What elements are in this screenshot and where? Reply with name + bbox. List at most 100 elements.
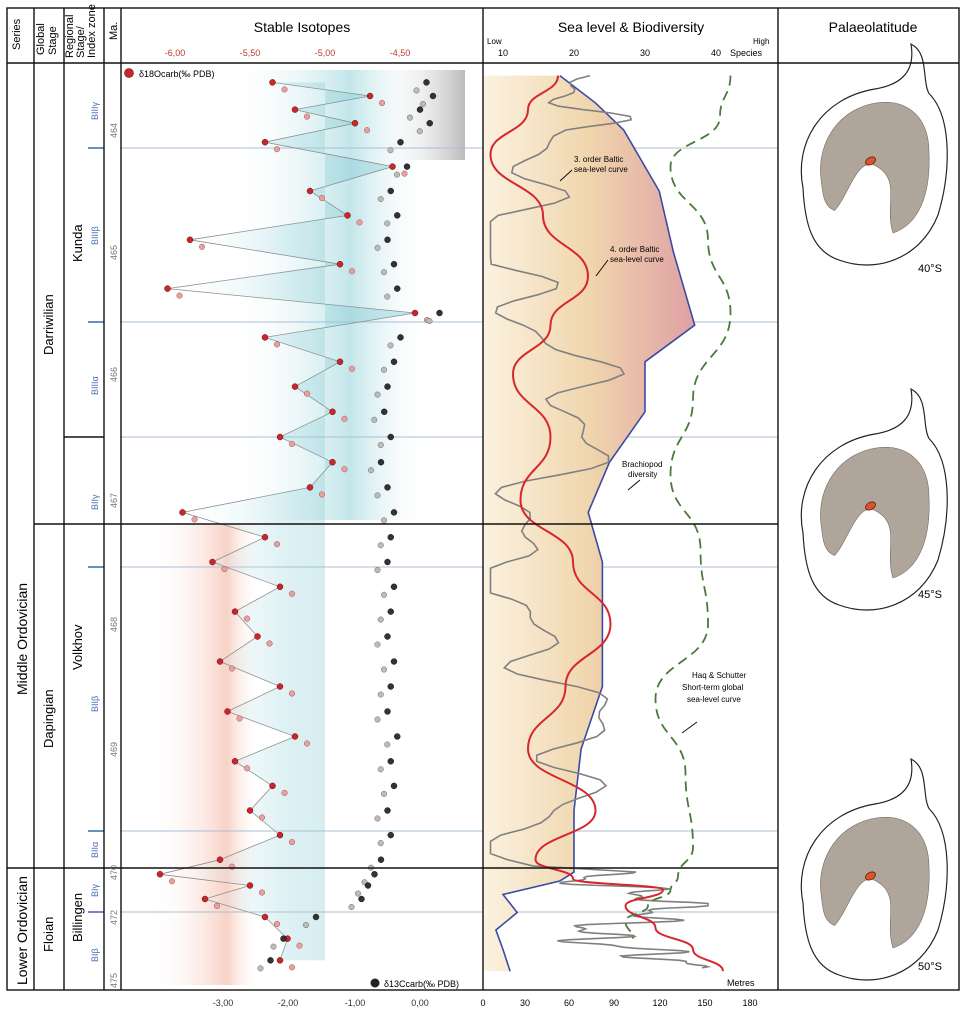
oxygen-data-point: [209, 558, 216, 566]
o18-tick-1: -6,00: [165, 48, 186, 58]
oxygen-data-point: [276, 957, 284, 964]
palaeo-map-50s: [800, 757, 948, 981]
oxygen-data-point: [274, 146, 281, 153]
header-regional-stage-3: Index zone: [86, 4, 98, 58]
carbon-data-point: [397, 334, 404, 341]
oxygen-data-point: [156, 871, 164, 878]
carbon-data-point: [303, 922, 310, 929]
carbon-data-point: [394, 171, 401, 178]
lat-50: 50°S: [918, 961, 942, 973]
oxygen-data-point: [289, 590, 296, 597]
oxygen-data-point: [319, 491, 326, 498]
palaeo-map-40s: [800, 42, 948, 266]
oxygen-data-point: [254, 633, 261, 640]
carbon-data-point: [377, 442, 384, 449]
carbon-data-point: [377, 195, 384, 202]
carbon-data-point: [387, 683, 394, 690]
annot-haq-2: Short-term global: [682, 683, 744, 692]
oxygen-data-point: [186, 236, 194, 244]
carbon-data-point: [429, 92, 437, 100]
carbon-data-point: [394, 285, 401, 292]
oxygen-data-point: [276, 831, 284, 839]
carbon-data-point: [377, 459, 385, 466]
oxygen-data-point: [198, 243, 205, 250]
oxygen-data-point: [344, 212, 351, 219]
carbon-data-point: [381, 408, 388, 415]
oxygen-data-point: [351, 119, 359, 127]
metres-tick-180: 180: [742, 998, 757, 1008]
oxygen-data-point: [304, 113, 311, 120]
oxygen-data-point: [291, 106, 299, 113]
carbon-data-point: [377, 840, 384, 847]
carbon-data-point: [270, 943, 277, 950]
carbon-data-point: [381, 790, 388, 797]
series-middle-ordovician: Middle Ordovician: [14, 583, 30, 695]
oxygen-data-point: [289, 839, 296, 846]
oxygen-data-point: [306, 187, 314, 195]
land-area: [820, 447, 930, 579]
carbon-data-point: [358, 895, 365, 903]
brachiopod-diversity-line: [494, 74, 696, 972]
c13-tick-2: -2,00: [278, 998, 299, 1008]
carbon-data-point: [384, 633, 391, 640]
third-order-sea-level-curve: [489, 75, 724, 972]
carbon-data-point: [312, 913, 320, 921]
oxygen-data-point: [179, 509, 186, 516]
annot-arrow-brachiopod: [627, 479, 641, 491]
oxygen-data-point: [261, 913, 269, 921]
annot-brachiopod-1: Brachiopod: [622, 460, 662, 469]
carbon-data-point: [413, 87, 420, 94]
oxygen-data-point: [224, 708, 231, 715]
oxygen-data-point: [276, 683, 284, 690]
oxygen-data-point: [259, 814, 266, 821]
oxygen-data-point: [269, 782, 276, 790]
carbon-data-point: [390, 782, 398, 790]
ma-tick-470: 470: [109, 865, 119, 880]
carbon-data-point: [387, 147, 394, 154]
oxygen-data-point: [296, 942, 303, 949]
c13-tick-3: -1,00: [345, 998, 366, 1008]
zone-bii-alpha: BIIα: [90, 842, 100, 858]
carbon-data-point: [377, 691, 384, 698]
oxygen-data-point: [304, 740, 311, 747]
carbon-data-point: [387, 758, 394, 765]
carbon-data-point: [377, 856, 385, 863]
carbon-data-point: [387, 342, 394, 349]
oxygen-data-point: [319, 194, 326, 201]
carbon-data-point: [384, 383, 391, 390]
oxygen-data-point: [164, 285, 171, 292]
annot-4th-order-1: 4. order Baltic: [610, 245, 659, 254]
metres-tick-60: 60: [564, 998, 574, 1008]
oxygen-data-point: [246, 882, 254, 889]
carbon-data-point: [381, 269, 388, 276]
carbon-data-point: [355, 890, 362, 897]
ma-tick-472: 472: [109, 910, 119, 925]
isotope-grey-shading: [380, 70, 465, 160]
baltica-location-marker: [865, 871, 876, 881]
ma-tick-467: 467: [109, 493, 119, 508]
carbon-data-point: [384, 708, 391, 715]
carbon-data-point: [377, 542, 384, 549]
carbon-data-point: [384, 236, 391, 244]
oxygen-data-point: [261, 334, 269, 341]
carbon-data-point: [426, 318, 433, 325]
zone-bi-beta: BIβ: [90, 948, 100, 962]
c13-legend-label: δ13Ccarb(‰ PDB): [384, 979, 459, 989]
oxygen-data-point: [336, 358, 344, 366]
carbon-data-point: [377, 616, 384, 623]
land-area: [820, 817, 930, 949]
oxygen-data-point: [266, 640, 273, 647]
header-series: Series: [11, 18, 23, 50]
carbon-data-point: [371, 871, 378, 878]
oxygen-series-fill: [160, 82, 415, 961]
stage-darriwilian: Darriwilian: [41, 294, 56, 355]
carbon-data-point: [381, 517, 388, 524]
oxygen-data-point: [306, 484, 314, 491]
o18-legend-dot: [124, 68, 134, 78]
regional-kunda: Kunda: [70, 224, 85, 262]
c13-tick-4: 0,00: [411, 998, 429, 1008]
carbon-data-point: [394, 212, 401, 219]
carbon-data-point: [416, 128, 423, 135]
carbon-data-point: [377, 766, 384, 773]
oxygen-data-point: [281, 789, 288, 796]
